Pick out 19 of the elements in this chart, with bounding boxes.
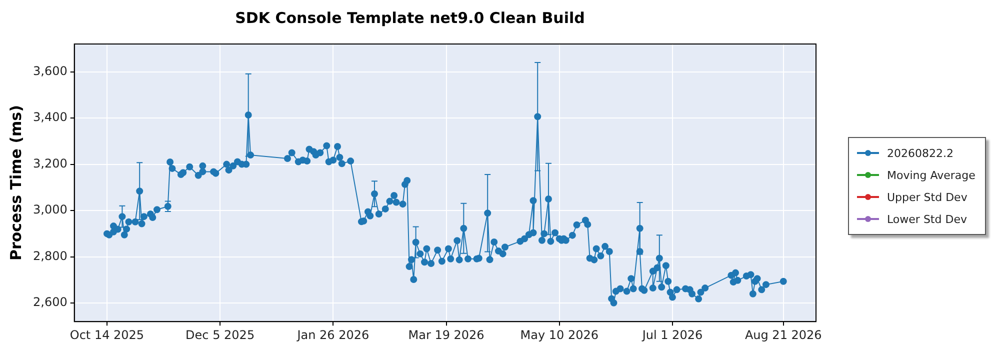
- x-tick-label: Jan 26 2026: [296, 328, 370, 342]
- y-tick-label: 2,800: [32, 248, 68, 263]
- x-tick-label: Oct 14 2025: [70, 328, 144, 342]
- x-tick-label: Dec 5 2025: [186, 328, 255, 342]
- x-tick-label: Aug 21 2026: [744, 328, 822, 342]
- x-tick-label: Mar 19 2026: [408, 328, 484, 342]
- y-tick-label: 2,600: [32, 295, 68, 310]
- legend-label: 20260822.2: [887, 146, 954, 160]
- legend-label: Upper Std Dev: [887, 190, 968, 204]
- y-tick-label: 3,600: [32, 64, 68, 78]
- x-tick-label: Jul 1 2026: [641, 328, 703, 342]
- x-tick-label: May 10 2026: [520, 328, 598, 342]
- legend-label: Moving Average: [887, 168, 976, 182]
- y-axis-title: Process Time (ms): [6, 105, 25, 261]
- y-tick-label: 3,400: [32, 110, 68, 124]
- chart-title: SDK Console Template net9.0 Clean Build: [235, 8, 585, 27]
- legend-label: Lower Std Dev: [887, 212, 967, 226]
- y-tick-label: 3,200: [32, 156, 68, 170]
- y-tick-label: 3,000: [32, 202, 68, 217]
